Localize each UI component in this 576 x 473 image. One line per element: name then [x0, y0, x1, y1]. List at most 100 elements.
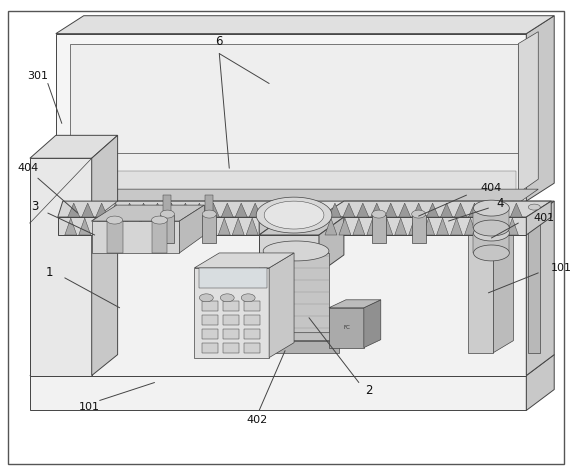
Polygon shape: [441, 203, 453, 217]
Polygon shape: [450, 218, 463, 235]
Polygon shape: [30, 223, 526, 376]
Polygon shape: [483, 203, 494, 217]
Polygon shape: [473, 220, 509, 236]
Polygon shape: [194, 203, 205, 217]
Text: 404: 404: [17, 163, 39, 173]
Polygon shape: [437, 218, 449, 235]
Polygon shape: [259, 217, 344, 235]
Polygon shape: [454, 203, 467, 217]
Polygon shape: [528, 204, 540, 210]
Polygon shape: [367, 218, 379, 235]
Polygon shape: [232, 218, 244, 235]
Polygon shape: [269, 253, 294, 358]
Polygon shape: [325, 218, 337, 235]
Polygon shape: [412, 215, 426, 243]
Polygon shape: [194, 253, 294, 268]
Polygon shape: [191, 218, 202, 235]
Polygon shape: [202, 329, 218, 339]
Polygon shape: [179, 205, 204, 253]
Polygon shape: [199, 268, 267, 288]
Polygon shape: [353, 218, 365, 235]
Polygon shape: [506, 218, 518, 235]
Polygon shape: [412, 210, 426, 218]
Polygon shape: [473, 233, 509, 253]
Polygon shape: [319, 217, 526, 235]
Polygon shape: [124, 203, 135, 217]
Polygon shape: [259, 235, 319, 273]
Polygon shape: [244, 329, 260, 339]
Polygon shape: [223, 342, 239, 353]
Polygon shape: [364, 300, 381, 348]
Polygon shape: [473, 200, 509, 216]
Polygon shape: [70, 44, 518, 193]
Polygon shape: [412, 203, 425, 217]
Polygon shape: [221, 294, 234, 302]
Polygon shape: [319, 217, 344, 273]
Polygon shape: [151, 216, 168, 224]
Polygon shape: [494, 201, 513, 353]
Polygon shape: [510, 203, 522, 217]
Polygon shape: [263, 241, 329, 261]
Polygon shape: [492, 218, 505, 235]
Polygon shape: [107, 216, 123, 224]
Polygon shape: [70, 189, 538, 203]
Polygon shape: [30, 135, 118, 158]
Polygon shape: [107, 221, 123, 253]
Polygon shape: [207, 203, 219, 217]
Polygon shape: [65, 218, 77, 235]
Polygon shape: [372, 215, 386, 243]
Polygon shape: [249, 203, 261, 217]
Polygon shape: [176, 218, 188, 235]
Polygon shape: [202, 301, 218, 311]
Polygon shape: [199, 294, 213, 302]
Polygon shape: [79, 218, 90, 235]
Polygon shape: [30, 355, 554, 376]
Polygon shape: [518, 32, 538, 193]
Polygon shape: [58, 217, 259, 235]
Text: 101: 101: [79, 403, 100, 412]
Text: 401: 401: [533, 213, 555, 223]
Text: 301: 301: [28, 70, 48, 80]
Polygon shape: [30, 201, 554, 223]
Text: 101: 101: [551, 263, 572, 273]
Polygon shape: [399, 203, 411, 217]
Text: 402: 402: [247, 415, 268, 425]
Polygon shape: [427, 203, 438, 217]
Polygon shape: [329, 300, 381, 308]
Polygon shape: [162, 218, 175, 235]
Polygon shape: [319, 201, 551, 217]
Text: 1: 1: [46, 266, 54, 280]
Polygon shape: [96, 203, 108, 217]
Polygon shape: [30, 158, 92, 376]
Polygon shape: [254, 341, 339, 353]
Polygon shape: [385, 203, 397, 217]
Polygon shape: [92, 135, 118, 376]
Polygon shape: [164, 195, 172, 215]
Polygon shape: [464, 218, 476, 235]
Polygon shape: [202, 210, 217, 218]
Text: 3: 3: [31, 200, 39, 212]
Polygon shape: [202, 315, 218, 325]
Polygon shape: [526, 201, 551, 235]
Polygon shape: [202, 342, 218, 353]
Polygon shape: [223, 315, 239, 325]
Polygon shape: [264, 253, 329, 342]
Polygon shape: [109, 203, 122, 217]
Polygon shape: [254, 333, 354, 341]
Polygon shape: [473, 225, 509, 241]
Polygon shape: [56, 16, 554, 34]
Polygon shape: [357, 203, 369, 217]
Polygon shape: [395, 218, 407, 235]
Polygon shape: [161, 215, 175, 243]
Text: 404: 404: [480, 183, 502, 193]
Polygon shape: [58, 201, 284, 217]
Polygon shape: [179, 203, 191, 217]
Polygon shape: [202, 215, 217, 243]
Polygon shape: [72, 171, 516, 191]
Polygon shape: [329, 308, 364, 348]
Polygon shape: [381, 218, 393, 235]
Polygon shape: [526, 201, 554, 376]
Polygon shape: [329, 203, 341, 217]
Polygon shape: [371, 203, 383, 217]
Polygon shape: [235, 203, 247, 217]
